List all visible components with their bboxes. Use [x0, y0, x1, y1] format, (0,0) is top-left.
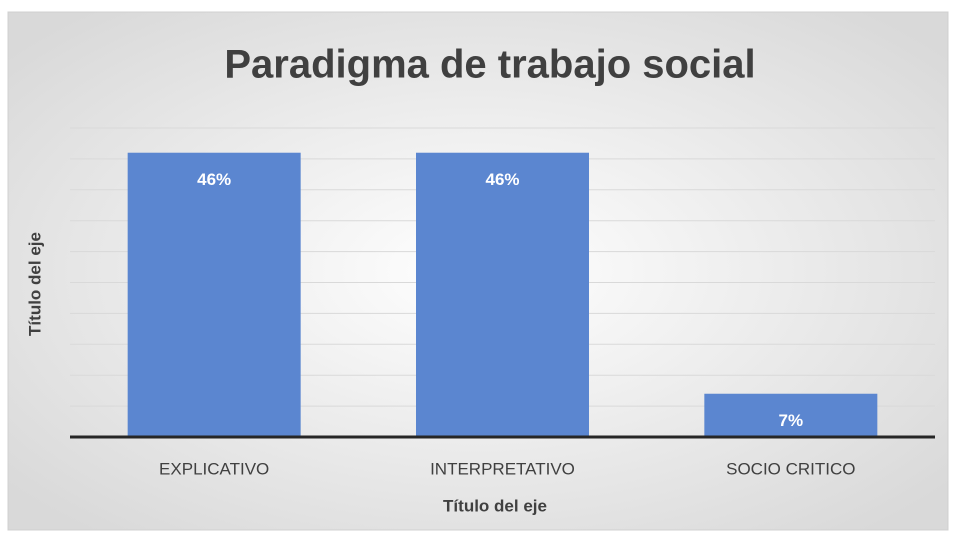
x-axis-title: Título del eje: [443, 496, 547, 515]
data-label: 46%: [197, 170, 231, 189]
x-tick-label: INTERPRETATIVO: [430, 459, 575, 478]
bar: [416, 152, 589, 437]
y-axis-title: Título del eje: [25, 232, 44, 336]
x-tick-label: EXPLICATIVO: [159, 459, 269, 478]
data-label: 46%: [485, 170, 519, 189]
x-tick-label: SOCIO CRITICO: [726, 459, 855, 478]
data-label: 7%: [779, 411, 804, 430]
bar: [704, 393, 878, 437]
bar: [127, 152, 301, 437]
chart-title: Paradigma de trabajo social: [224, 43, 755, 87]
